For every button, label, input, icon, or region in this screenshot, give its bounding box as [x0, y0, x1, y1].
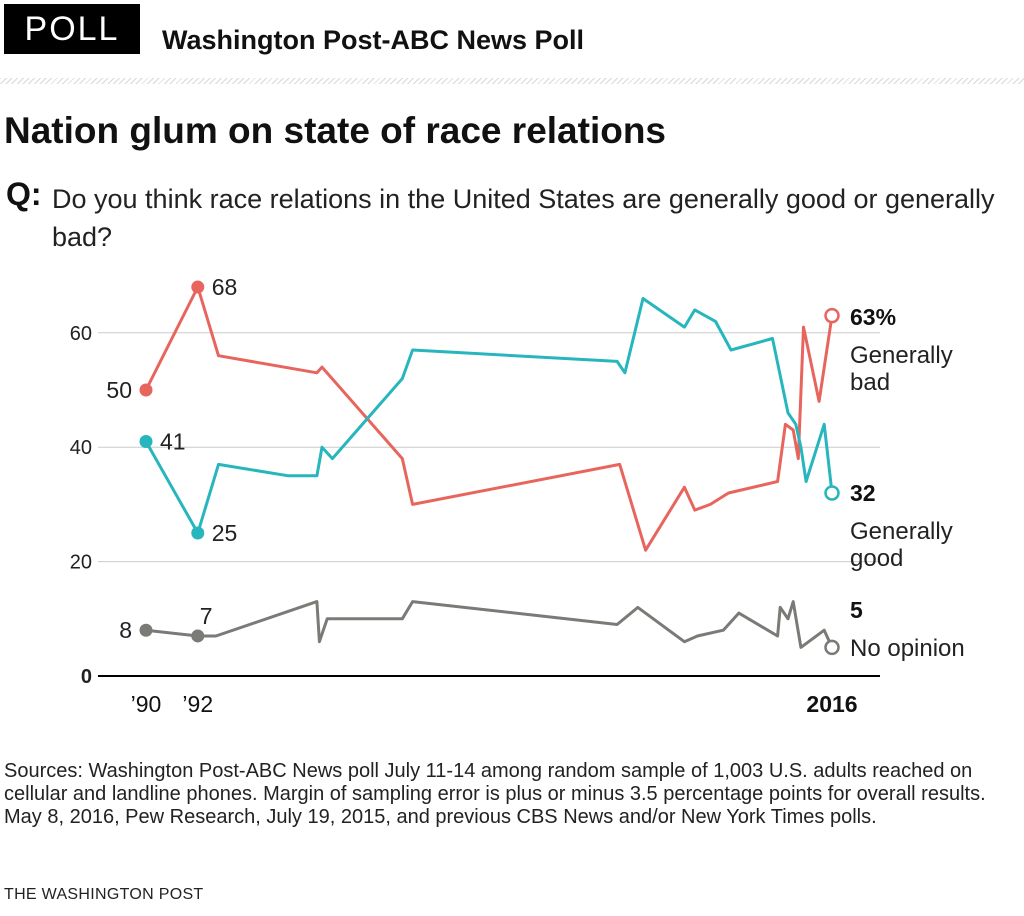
series-name-no_opinion: No opinion — [850, 635, 965, 662]
point-label-good-1: 25 — [212, 520, 238, 546]
series-line-bad — [144, 285, 834, 552]
end-value-label-no_opinion: 5 — [850, 597, 863, 623]
y-tick-label-40: 40 — [70, 437, 92, 459]
end-value-label-bad: 63% — [850, 304, 896, 330]
point-marker-bad-1 — [191, 280, 205, 294]
y-tick-label-60: 60 — [70, 323, 92, 345]
series-name-bad-line2: bad — [850, 369, 890, 396]
series-name-bad-line1: Generally — [850, 342, 953, 369]
end-marker-bad — [824, 307, 840, 324]
end-marker-no_opinion — [824, 639, 840, 656]
sources-note: Sources: Washington Post-ABC News poll J… — [4, 760, 986, 828]
x-tick-label-0: ’90 — [131, 691, 162, 717]
point-label-bad-1: 68 — [212, 274, 238, 300]
poll-name: Washington Post-ABC News Poll — [162, 25, 585, 55]
x-tick-label-2: 2016 — [806, 691, 857, 717]
y-tick-label-20: 20 — [70, 552, 92, 574]
y-tick-label-0: 0 — [81, 666, 92, 688]
series-line-no_opinion — [145, 600, 834, 649]
end-value-label-good: 32 — [850, 480, 876, 506]
point-marker-no_opinion-1 — [191, 629, 205, 643]
series-name-good-line2: good — [850, 545, 903, 572]
point-label-no_opinion-1: 7 — [200, 603, 213, 629]
question-label: Q: — [6, 176, 42, 212]
end-marker-good — [824, 485, 840, 501]
headline: Nation glum on state of race relations — [4, 110, 667, 151]
point-label-good-0: 41 — [160, 428, 186, 454]
point-marker-bad-0 — [139, 383, 153, 397]
point-label-bad-0: 50 — [106, 377, 132, 403]
point-marker-no_opinion-0 — [139, 623, 153, 637]
header-divider — [0, 78, 1024, 84]
series-line-good — [144, 297, 834, 535]
point-label-no_opinion-0: 8 — [119, 617, 132, 643]
poll-badge: POLL — [4, 4, 140, 54]
x-tick-label-1: ’92 — [182, 691, 213, 717]
point-marker-good-1 — [191, 526, 205, 540]
point-marker-good-0 — [139, 434, 153, 448]
credit-line: THE WASHINGTON POST — [4, 886, 204, 903]
question-text: Do you think race relations in the Unite… — [52, 184, 995, 252]
series-name-good-line1: Generally — [850, 518, 953, 545]
